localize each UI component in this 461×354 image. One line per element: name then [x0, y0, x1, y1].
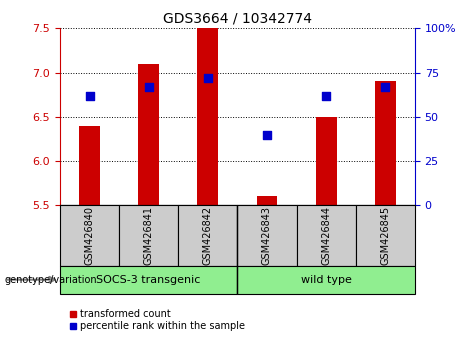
Bar: [296, 205, 356, 266]
Text: GSM426844: GSM426844: [321, 206, 331, 265]
Text: SOCS-3 transgenic: SOCS-3 transgenic: [96, 275, 201, 285]
Title: GDS3664 / 10342774: GDS3664 / 10342774: [163, 12, 312, 26]
Bar: [257, 196, 278, 205]
Bar: [138, 64, 159, 205]
Bar: [197, 28, 218, 205]
Bar: [316, 117, 337, 205]
Point: [86, 93, 93, 98]
Bar: [119, 205, 178, 266]
Bar: [375, 81, 396, 205]
Legend: transformed count, percentile rank within the sample: transformed count, percentile rank withi…: [65, 305, 249, 335]
Bar: [60, 266, 237, 294]
Bar: [60, 205, 119, 266]
Point: [204, 75, 212, 81]
Bar: [237, 266, 415, 294]
Bar: [237, 205, 296, 266]
Text: GSM426845: GSM426845: [380, 206, 390, 265]
Point: [322, 93, 330, 98]
Point: [145, 84, 152, 90]
Bar: [178, 205, 237, 266]
Bar: [79, 126, 100, 205]
Point: [263, 132, 271, 137]
Bar: [356, 205, 415, 266]
Text: GSM426840: GSM426840: [84, 206, 95, 265]
Text: GSM426842: GSM426842: [203, 206, 213, 265]
Point: [382, 84, 389, 90]
Text: GSM426843: GSM426843: [262, 206, 272, 265]
Text: genotype/variation: genotype/variation: [5, 275, 97, 285]
Text: GSM426841: GSM426841: [144, 206, 154, 265]
Text: wild type: wild type: [301, 275, 352, 285]
